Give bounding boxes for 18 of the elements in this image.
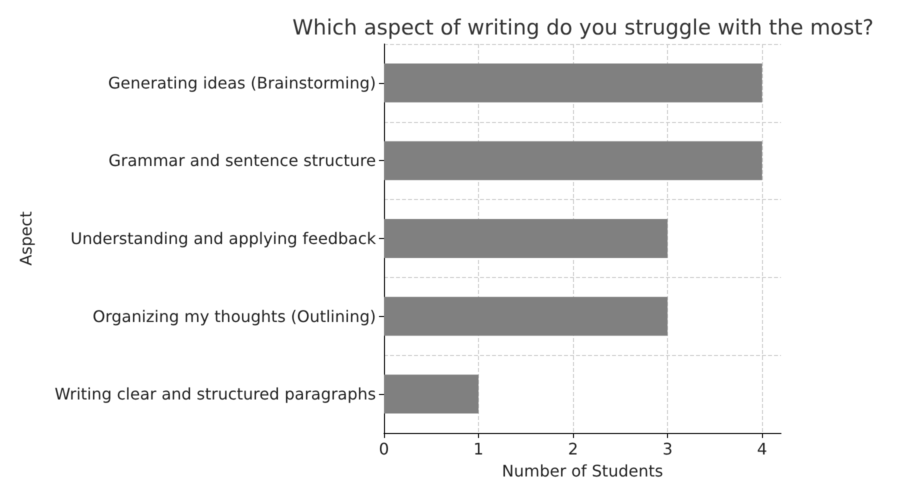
x-tick-label: 3 bbox=[662, 440, 673, 458]
x-tick-label: 2 bbox=[568, 440, 578, 458]
y-tick-label: Organizing my thoughts (Outlining) bbox=[92, 306, 376, 326]
x-axis-title: Number of Students bbox=[502, 462, 664, 480]
y-tick-label: Generating ideas (Brainstorming) bbox=[108, 73, 376, 92]
bar bbox=[384, 296, 668, 336]
x-tick-label: 1 bbox=[473, 440, 484, 458]
bar bbox=[384, 219, 668, 258]
bar bbox=[384, 63, 762, 102]
x-tick-label: 0 bbox=[378, 440, 390, 458]
chart-title: Which aspect of writing do you struggle with the most? bbox=[292, 16, 874, 40]
y-axis-title: Aspect bbox=[16, 211, 36, 266]
y-tick-label: Writing clear and structured paragraphs bbox=[54, 384, 376, 404]
y-tick-label: Grammar and sentence structure bbox=[108, 151, 376, 170]
x-tick-label: 4 bbox=[757, 440, 768, 458]
y-tick-label: Understanding and applying feedback bbox=[70, 229, 377, 248]
bar bbox=[384, 374, 479, 414]
bar bbox=[384, 141, 762, 180]
